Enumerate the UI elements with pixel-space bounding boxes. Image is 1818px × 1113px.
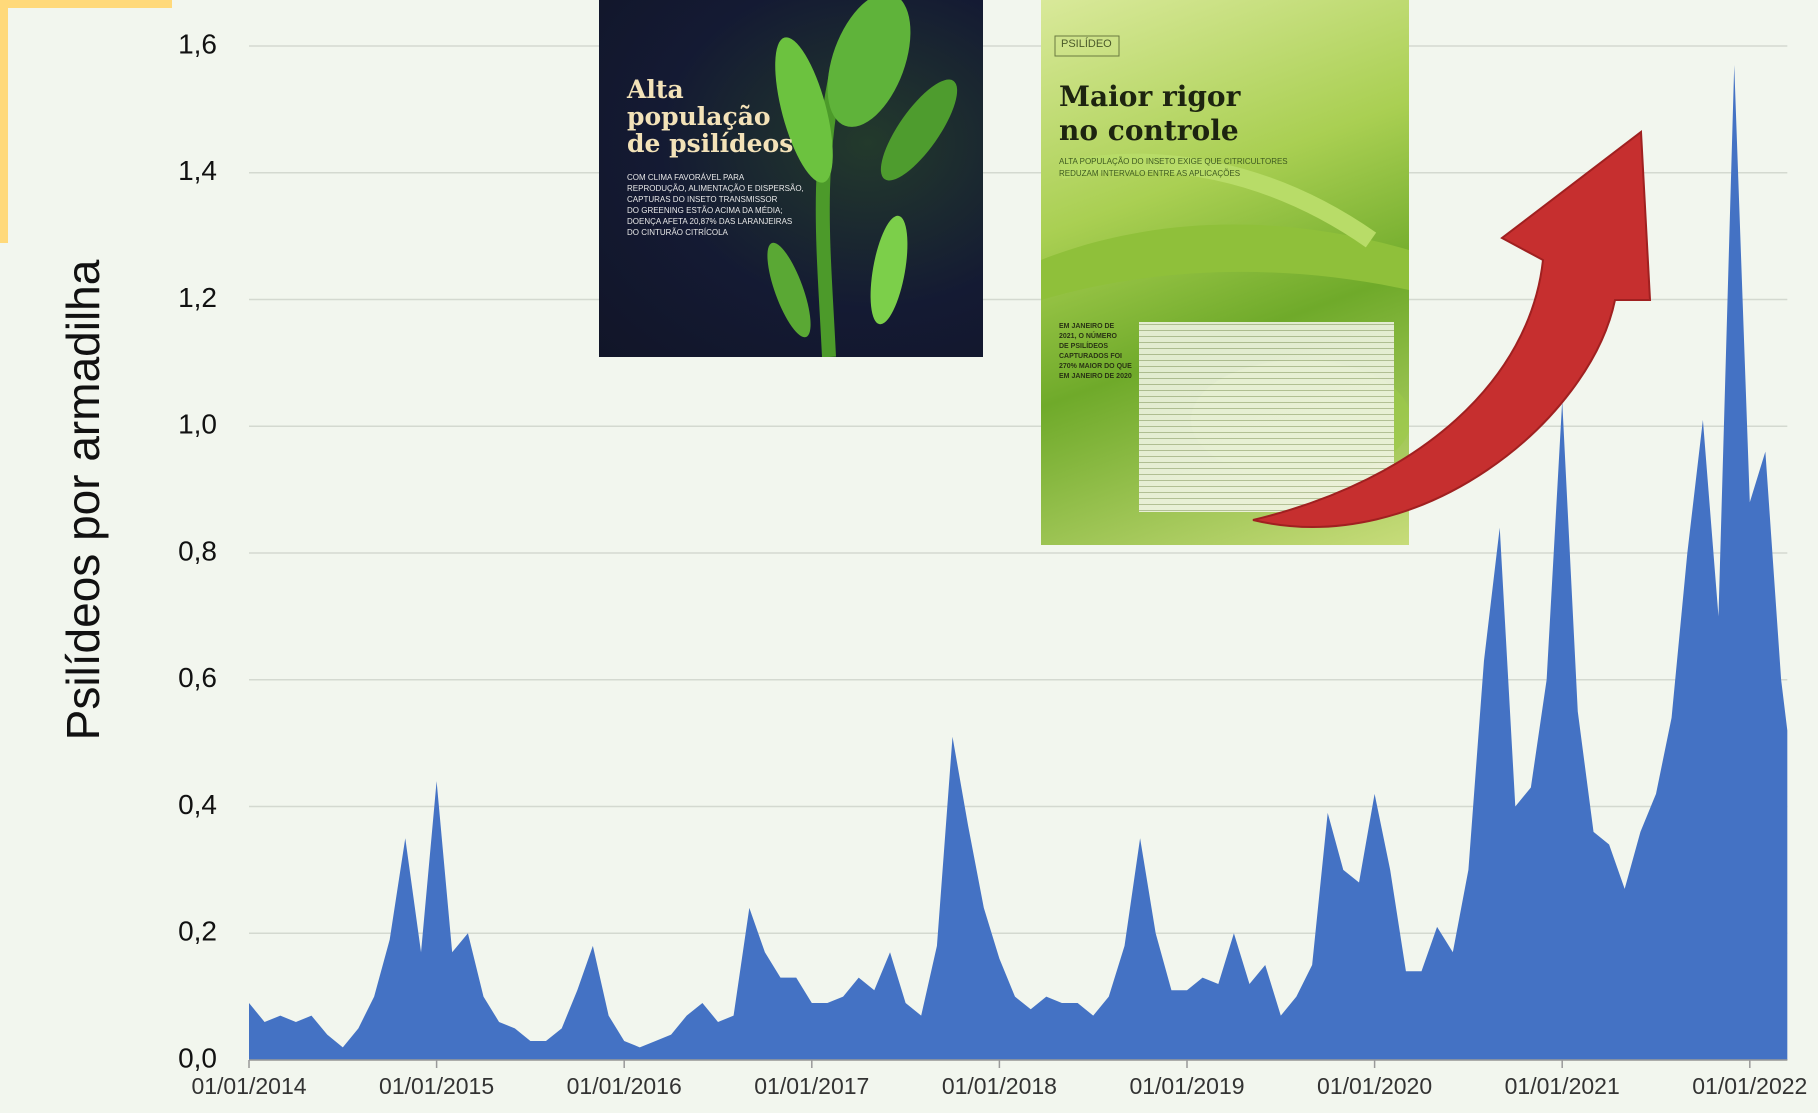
x-tick-label: 01/01/2017 bbox=[754, 1073, 869, 1099]
x-tick-label: 01/01/2016 bbox=[567, 1073, 682, 1099]
text-line: DE PSILÍDEOS bbox=[1059, 342, 1132, 352]
text-line: CAPTURADOS FOI bbox=[1059, 352, 1132, 362]
page: 0,0 0,2 0,4 0,6 0,8 1,0 1,2 1,4 1,6 01/01/2014 01/… bbox=[0, 0, 1818, 1113]
text-line: no controle bbox=[1059, 114, 1240, 148]
x-tick-label: 01/01/2020 bbox=[1317, 1073, 1432, 1099]
text-line: COM CLIMA FAVORÁVEL PARA bbox=[627, 172, 804, 183]
y-tick-label: 0,6 bbox=[178, 662, 217, 693]
text-line: Alta bbox=[627, 76, 793, 103]
x-tick-label: 01/01/2019 bbox=[1129, 1073, 1244, 1099]
y-tick-label: 0,2 bbox=[178, 916, 217, 947]
text-line: REPRODUÇÃO, ALIMENTAÇÃO E DISPERSÃO, bbox=[627, 183, 804, 194]
y-tick-label: 1,2 bbox=[178, 282, 217, 313]
text-line: população bbox=[627, 103, 793, 130]
article-body bbox=[1139, 322, 1394, 512]
text-line: EM JANEIRO DE bbox=[1059, 322, 1132, 332]
text-line: Maior rigor bbox=[1059, 80, 1240, 114]
y-tick-label: 0,8 bbox=[178, 535, 217, 566]
x-tick-label: 01/01/2022 bbox=[1692, 1073, 1807, 1099]
y-tick-label: 1,6 bbox=[178, 28, 217, 59]
cover-tag: PSILÍDEO bbox=[1061, 38, 1112, 50]
text-line: DO CINTURÃO CITRÍCOLA bbox=[627, 227, 804, 238]
text-line: REDUZAM INTERVALO ENTRE AS APLICAÇÕES bbox=[1059, 168, 1288, 180]
y-tick-label: 0,4 bbox=[178, 789, 217, 820]
x-tick-label: 01/01/2014 bbox=[191, 1073, 306, 1099]
text-line: 2021, O NÚMERO bbox=[1059, 332, 1132, 342]
text-line: EM JANEIRO DE 2020 bbox=[1059, 372, 1132, 382]
text-line: DOENÇA AFETA 20,87% DAS LARANJEIRAS bbox=[627, 216, 804, 227]
x-tick-label: 01/01/2018 bbox=[942, 1073, 1057, 1099]
text-line: 270% MAIOR DO QUE bbox=[1059, 362, 1132, 372]
text-line: ALTA POPULAÇÃO DO INSETO EXIGE QUE CITRI… bbox=[1059, 156, 1288, 168]
text-line: CAPTURAS DO INSETO TRANSMISSOR bbox=[627, 194, 804, 205]
x-tick-label: 01/01/2021 bbox=[1505, 1073, 1620, 1099]
y-tick-label: 1,4 bbox=[178, 155, 217, 186]
text-line: DO GREENING ESTÃO ACIMA DA MÉDIA; bbox=[627, 205, 804, 216]
x-tick-label: 01/01/2015 bbox=[379, 1073, 494, 1099]
y-tick-label: 0,0 bbox=[178, 1042, 217, 1073]
y-tick-label: 1,0 bbox=[178, 409, 217, 440]
text-line: de psilídeos bbox=[627, 130, 793, 157]
y-axis-label: Psilídeos por armadilha bbox=[57, 259, 109, 740]
